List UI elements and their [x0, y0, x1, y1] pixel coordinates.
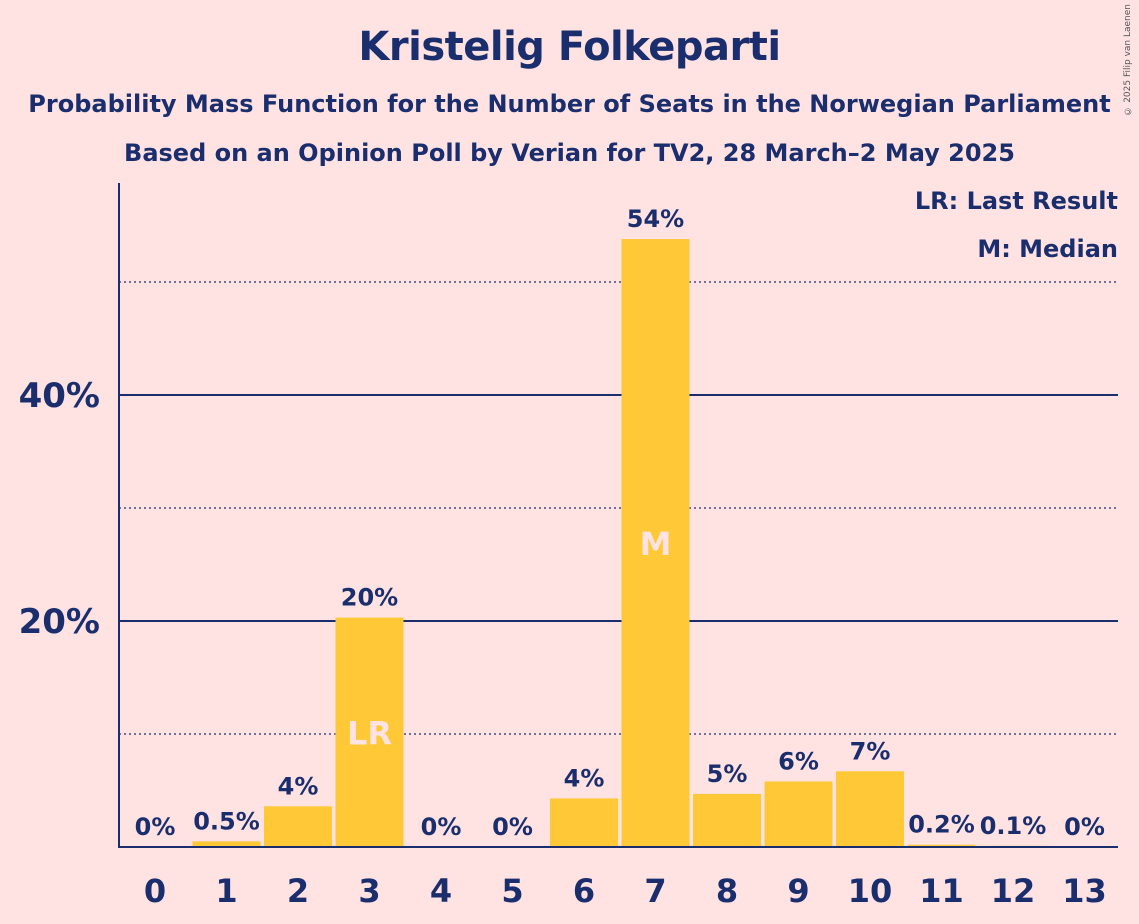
x-tick-label: 5 — [501, 872, 523, 910]
x-tick-label: 9 — [787, 872, 809, 910]
x-tick-label: 11 — [919, 872, 964, 910]
x-tick-label: 12 — [991, 872, 1036, 910]
x-tick-label: 4 — [430, 872, 452, 910]
chart-subtitle-poll-type: Probability Mass Function for the Number… — [28, 90, 1111, 118]
data-label: 4% — [278, 772, 319, 800]
bar-2 — [264, 806, 332, 847]
x-tick-label: 13 — [1062, 872, 1107, 910]
axes-group: 20%40%0 1 2 3 4 5 6 7 8 9 10 11 12 13 — [19, 183, 1118, 910]
bars-group: 0% 0.5% 4% 20% LR 0% 0% 4% 54% M 5% 6% 7% 0.2% 0.1% 0% — [135, 205, 1105, 847]
chart-title: Kristelig Folkeparti — [358, 24, 781, 70]
data-label: 6% — [778, 747, 819, 775]
legend-last-result: LR: Last Result — [915, 187, 1118, 215]
x-tick-label: 7 — [644, 872, 666, 910]
legend-median: M: Median — [977, 235, 1118, 263]
data-label: 0.1% — [980, 812, 1047, 840]
bar-9 — [764, 781, 833, 847]
data-label: 0.5% — [193, 807, 260, 835]
data-label: 4% — [564, 764, 605, 792]
x-tick-label: 10 — [848, 872, 893, 910]
bar-marker-m: M — [640, 525, 672, 563]
data-label: 5% — [707, 760, 748, 788]
bar-10 — [836, 771, 904, 847]
data-label: 0% — [492, 813, 533, 841]
y-tick-label: 40% — [19, 376, 100, 416]
x-tick-label: 3 — [358, 872, 380, 910]
grid-lines — [119, 281, 1118, 735]
data-label: 0% — [421, 813, 462, 841]
chart-subtitle-source: Based on an Opinion Poll by Verian for T… — [124, 139, 1015, 167]
data-label: 54% — [627, 205, 684, 233]
bar-6 — [550, 798, 618, 847]
bar-8 — [693, 793, 761, 847]
data-label: 20% — [341, 584, 398, 612]
x-tick-label: 0 — [144, 872, 166, 910]
x-tick-label: 8 — [716, 872, 738, 910]
bar-marker-lr: LR — [347, 714, 392, 752]
x-tick-label: 6 — [573, 872, 595, 910]
data-label: 0% — [1064, 813, 1105, 841]
data-label: 0% — [135, 813, 176, 841]
x-tick-label: 2 — [287, 872, 309, 910]
data-label: 0.2% — [908, 811, 975, 839]
bar-3 — [335, 617, 404, 847]
y-tick-label: 20% — [19, 602, 100, 642]
x-tick-label: 1 — [215, 872, 237, 910]
bar-7 — [621, 239, 690, 847]
bar-11 — [907, 844, 976, 847]
data-label: 7% — [850, 737, 891, 765]
bar-1 — [192, 841, 261, 847]
